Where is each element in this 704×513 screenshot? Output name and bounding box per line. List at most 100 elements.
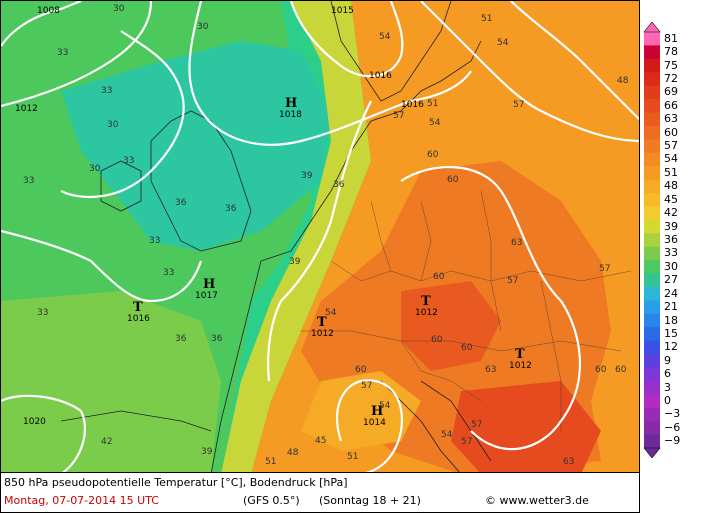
legend-value: 6 [664, 367, 671, 381]
isotherm-label: 60 [427, 150, 439, 160]
coast-iberia-north [60, 410, 212, 432]
high-center-letter: H [285, 96, 297, 111]
isotherm-label: 51 [481, 14, 492, 24]
isotherm-label: 57 [393, 111, 404, 121]
legend-swatch [644, 85, 660, 100]
legend-swatch [644, 327, 660, 342]
low-center-value: 1016 [127, 314, 150, 324]
legend-value: 21 [664, 300, 678, 314]
legend-swatch [644, 421, 660, 436]
field-red-balkan [451, 381, 601, 472]
low-center-value: 1012 [311, 329, 334, 339]
isotherm-label: 39 [289, 257, 301, 267]
site-credit[interactable]: © www.wetter3.de [485, 494, 589, 507]
pressure-label-1016-a: 1016 [369, 71, 392, 81]
legend-value: 42 [664, 206, 678, 220]
legend-bottom-arrow [643, 447, 661, 458]
isotherm-label: 30 [197, 22, 209, 32]
isotherm-label: 30 [89, 164, 101, 174]
low-center-letter: T [515, 347, 525, 362]
coast-britain [150, 110, 252, 252]
isotherm-label: 33 [37, 308, 48, 318]
isotherm-label: 36 [211, 334, 223, 344]
isotherm-label: 54 [429, 118, 441, 128]
copyright-icon: © [485, 494, 496, 507]
legend-value: 54 [664, 152, 678, 166]
isotherm-label: 54 [325, 308, 337, 318]
legend-value: 45 [664, 192, 678, 206]
isotherm-labels: 30 33 30 30 33 30 33 36 36 33 33 33 36 3… [23, 4, 629, 467]
border-5 [301, 330, 622, 352]
high-center-value: 1014 [363, 418, 386, 428]
field-red-core [401, 281, 501, 371]
isobar-1016-front [188, 1, 472, 146]
legend-value: 27 [664, 273, 678, 287]
pressure-label-1012: 1012 [15, 104, 38, 114]
legend-swatch [644, 394, 660, 409]
isobar-1016-south [1, 229, 203, 303]
isotherm-label: 48 [617, 76, 629, 86]
map-canvas: 1008 1015 1016 1016 1012 1020 H 1018 H 1… [1, 1, 639, 472]
legend-value: 39 [664, 219, 678, 233]
legend-swatch [644, 367, 660, 382]
isotherm-label: 33 [123, 156, 134, 166]
legend-value: 51 [664, 165, 678, 179]
pressure-label-1020: 1020 [23, 417, 46, 427]
legend-value: 12 [664, 340, 678, 354]
legend-swatch [644, 233, 660, 248]
legend-swatch [644, 112, 660, 127]
isotherm-label: 33 [101, 86, 112, 96]
isobar-1008 [1, 1, 82, 47]
border-2 [370, 200, 392, 272]
legend-swatch [644, 354, 660, 368]
isotherm-label: 36 [175, 334, 187, 344]
low-center-value: 1012 [509, 361, 532, 371]
border-3 [420, 200, 432, 282]
coast-adriatic [420, 380, 492, 462]
border-1 [330, 260, 632, 282]
legend-swatch [644, 260, 660, 275]
legend-value: 9 [664, 353, 671, 367]
run-label: (Sonntag 18 + 21) [319, 494, 421, 507]
legend-value: 69 [664, 85, 678, 99]
legend-swatch [644, 313, 660, 328]
legend-value: −3 [664, 407, 681, 421]
legend-swatch [644, 139, 660, 154]
legend-value: 66 [664, 98, 678, 112]
coast-france-west [210, 260, 262, 472]
weather-map: 1008 1015 1016 1016 1012 1020 H 1018 H 1… [0, 0, 640, 473]
isotherm-label: 60 [595, 365, 607, 375]
isotherm-label: 63 [511, 238, 522, 248]
isotherm-label: 36 [225, 204, 237, 214]
isotherm-label: 45 [315, 436, 326, 446]
isotherm-label: 63 [563, 457, 574, 467]
map-footer: 850 hPa pseudopotentielle Temperatur [°C… [0, 473, 640, 513]
country-borders [301, 190, 632, 431]
legend-swatch [644, 300, 660, 315]
isotherm-label: 33 [163, 268, 174, 278]
pressure-label-1008: 1008 [37, 6, 60, 16]
high-center-value: 1018 [279, 110, 302, 120]
legend-value: 75 [664, 58, 678, 72]
legend-value: 24 [664, 286, 678, 300]
high-center-value: 1017 [195, 291, 218, 301]
isotherm-label: 39 [301, 171, 313, 181]
border-7 [400, 340, 482, 402]
isobar-1014 [336, 379, 404, 472]
legend-swatch [644, 125, 660, 140]
legend-swatch [644, 72, 660, 87]
site-url[interactable]: www.wetter3.de [499, 494, 589, 507]
isotherm-label: 30 [107, 120, 119, 130]
legend-swatch [644, 166, 660, 181]
legend-value: 3 [664, 380, 671, 394]
legend-value: 36 [664, 233, 678, 246]
isobar-east [420, 1, 639, 143]
isotherm-label: 36 [175, 198, 187, 208]
isobar-continent [267, 100, 372, 382]
low-center-letter: T [317, 315, 327, 330]
coast-continent [260, 40, 482, 262]
legend-value: 0 [664, 394, 671, 408]
isobar-northeast [510, 1, 639, 121]
isotherm-label: 57 [361, 381, 372, 391]
isotherm-label: 42 [101, 437, 112, 447]
